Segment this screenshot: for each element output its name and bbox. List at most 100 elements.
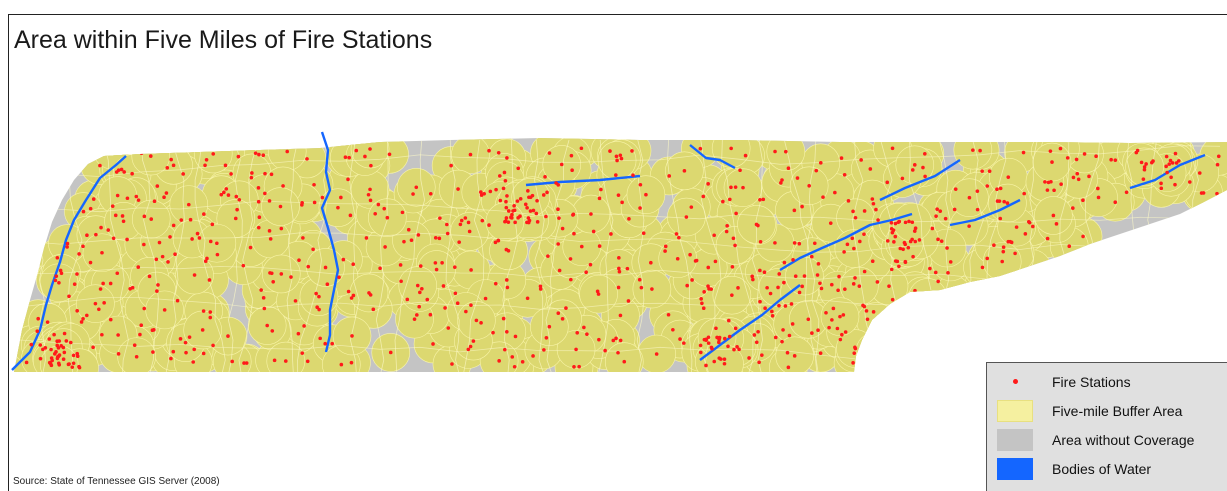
- fire-station-point: [559, 162, 564, 167]
- fire-station-point: [751, 277, 755, 282]
- fire-station-point: [263, 171, 267, 176]
- fire-station-point: [387, 152, 392, 157]
- fire-station-point: [494, 187, 498, 192]
- fire-station-point: [818, 281, 822, 286]
- fire-station-point: [595, 289, 600, 294]
- fire-station-point: [631, 173, 635, 177]
- fire-station-point: [458, 222, 463, 227]
- fire-station-point: [1087, 174, 1091, 179]
- fire-station-point: [763, 306, 767, 311]
- fire-station-point: [455, 301, 460, 305]
- fire-station-point: [388, 350, 393, 355]
- fire-station-point: [756, 330, 760, 334]
- fire-station-point: [906, 245, 911, 250]
- water-body: [779, 212, 913, 272]
- fire-station-point: [928, 266, 932, 271]
- fire-station-point: [615, 158, 619, 163]
- fire-station-point: [108, 317, 113, 322]
- fire-station-point: [625, 266, 630, 271]
- fire-station-point: [599, 187, 603, 192]
- fire-station-point: [109, 146, 114, 151]
- fire-station-point: [64, 339, 69, 343]
- fire-station-point: [690, 278, 694, 282]
- fire-station-point: [371, 307, 376, 312]
- fire-station-point: [497, 359, 501, 363]
- fire-station-point: [935, 207, 939, 211]
- fire-station-point: [806, 317, 811, 322]
- fire-station-point: [496, 238, 501, 243]
- fire-station-point: [188, 217, 193, 222]
- fire-station-point: [793, 274, 798, 278]
- fire-station-point: [236, 154, 241, 159]
- fire-station-point: [431, 342, 435, 346]
- fire-station-point: [1081, 198, 1085, 203]
- fire-station-point: [809, 254, 814, 259]
- fire-station-point: [731, 236, 736, 241]
- fire-station-point: [1000, 259, 1005, 264]
- fire-station-point: [446, 326, 451, 330]
- fire-station-point: [777, 272, 782, 276]
- fire-station-point: [466, 220, 471, 225]
- legend-item-fire-stations: Fire Stations: [997, 371, 1227, 395]
- county-line: [103, 139, 129, 372]
- fire-station-point: [347, 155, 351, 160]
- fire-station-point: [52, 332, 56, 337]
- buffer-circle: [900, 288, 940, 327]
- fire-station-point: [29, 342, 34, 347]
- county-line: [164, 139, 185, 372]
- buffer-circle: [910, 296, 950, 335]
- fire-station-point: [283, 359, 288, 363]
- fire-station-point: [244, 361, 249, 365]
- fire-station-point: [833, 190, 837, 195]
- fire-station-point: [726, 344, 730, 349]
- legend-label: Area without Coverage: [1052, 432, 1195, 448]
- fire-station-point: [471, 339, 476, 343]
- fire-station-point: [596, 292, 601, 296]
- fire-station-point: [738, 168, 742, 173]
- fire-station-point: [480, 218, 485, 223]
- fire-station-point: [845, 242, 850, 247]
- fire-station-point: [457, 240, 461, 244]
- fire-station-point: [523, 202, 528, 207]
- fire-station-point: [285, 149, 290, 154]
- fire-station-point: [773, 335, 778, 340]
- fire-station-point: [544, 335, 549, 340]
- fire-station-point: [343, 155, 348, 160]
- fire-station-point: [1067, 244, 1072, 248]
- fire-station-point: [654, 352, 659, 356]
- county-line: [752, 139, 764, 372]
- fire-station-point: [535, 220, 540, 224]
- fire-station-point: [271, 279, 276, 284]
- fire-station-point: [351, 293, 356, 298]
- fire-station-point: [851, 282, 856, 286]
- fire-station-point: [790, 322, 795, 326]
- fire-station-point: [139, 151, 144, 155]
- fire-station-point: [616, 285, 621, 290]
- fire-station-point: [762, 270, 767, 275]
- fire-station-point: [1013, 251, 1017, 256]
- fire-station-point: [925, 295, 930, 300]
- fire-station-point: [503, 347, 507, 352]
- fire-station-point: [1043, 180, 1047, 184]
- fire-station-point: [268, 271, 272, 275]
- fire-station-point: [54, 350, 58, 354]
- fire-station-point: [732, 347, 736, 352]
- fire-station-point: [754, 222, 759, 227]
- fire-station-point: [889, 226, 894, 231]
- fire-station-point: [862, 269, 867, 274]
- fire-station-point: [946, 271, 950, 275]
- fire-station-point: [222, 190, 226, 195]
- fire-station-point: [827, 325, 831, 330]
- county-line: [19, 145, 1221, 178]
- fire-station-point: [674, 232, 679, 236]
- fire-station-point: [733, 243, 737, 248]
- fire-station-point: [300, 351, 305, 355]
- fire-station-point: [714, 326, 718, 331]
- legend-label: Fire Stations: [1052, 374, 1131, 390]
- fire-station-point: [992, 243, 996, 248]
- fire-station-point: [743, 153, 748, 158]
- fire-station-point: [840, 332, 844, 337]
- fire-station-point: [35, 329, 40, 333]
- fire-station-point: [428, 312, 433, 317]
- fire-station-point: [154, 257, 159, 262]
